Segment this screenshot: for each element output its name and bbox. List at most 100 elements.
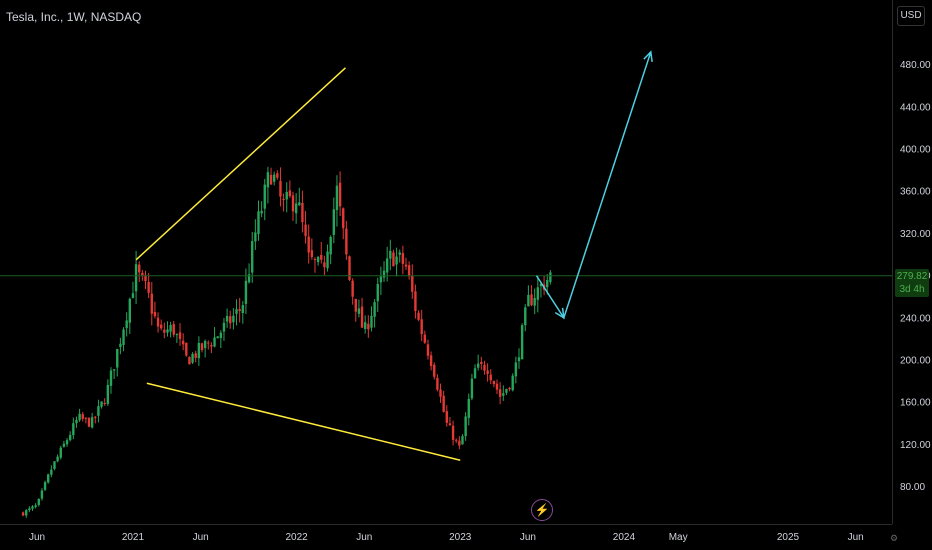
candle-body xyxy=(207,342,210,344)
candle-body xyxy=(185,342,188,356)
candle-body xyxy=(448,423,452,426)
candle-body xyxy=(128,298,132,323)
candle-body xyxy=(247,274,251,283)
candle-body xyxy=(175,334,179,336)
y-tick-label: 200.00 xyxy=(900,356,931,367)
projection-path xyxy=(535,51,652,320)
candle-body xyxy=(103,402,106,404)
bar-countdown: 3d 4h xyxy=(899,284,925,295)
candle-body xyxy=(376,283,379,302)
candle-body xyxy=(282,198,285,200)
candle-body xyxy=(379,276,383,283)
candle-body xyxy=(163,329,166,333)
candle-body xyxy=(62,443,66,447)
last-price-tag: 279.82 3d 4h xyxy=(895,269,929,297)
candle-body xyxy=(316,256,320,263)
candle-body xyxy=(269,174,273,185)
candle-body xyxy=(395,256,398,265)
candle-body xyxy=(530,294,533,306)
chart-title: Tesla, Inc., 1W, NASDAQ xyxy=(6,10,142,24)
candle-body xyxy=(50,469,53,475)
candle-body xyxy=(266,172,270,188)
candle-body xyxy=(458,440,461,446)
x-tick-label: 2021 xyxy=(122,532,145,543)
candle-body xyxy=(382,270,386,278)
candle-body xyxy=(326,251,329,269)
candle-body xyxy=(276,173,279,178)
candle-body xyxy=(508,387,511,390)
candle-body xyxy=(520,325,524,360)
candle-body xyxy=(533,298,536,306)
candle-body xyxy=(301,203,304,223)
candle-body xyxy=(351,280,354,297)
upper-trendline xyxy=(135,67,346,261)
drawings-group xyxy=(0,50,892,461)
candle-body xyxy=(197,342,201,359)
candle-body xyxy=(47,474,50,483)
x-tick-label: 2023 xyxy=(449,532,472,543)
candle-body xyxy=(53,461,56,469)
candle-body xyxy=(517,357,521,362)
candle-body xyxy=(191,353,194,363)
candle-body xyxy=(56,456,59,462)
candle-body xyxy=(122,329,125,345)
lightning-icon[interactable]: ⚡ xyxy=(531,499,553,521)
x-tick-label: May xyxy=(669,532,688,543)
y-tick-label: 320.00 xyxy=(900,229,931,240)
candle-body xyxy=(486,370,489,374)
candle-body xyxy=(307,236,310,253)
candle-body xyxy=(536,287,540,300)
x-tick-label: Jun xyxy=(356,532,372,543)
candle-body xyxy=(489,374,492,381)
candle-body xyxy=(181,340,185,345)
candle-body xyxy=(426,344,430,356)
candle-body xyxy=(429,355,433,367)
candle-body xyxy=(417,312,420,320)
candle-body xyxy=(90,417,94,428)
settings-icon[interactable]: ⚙ xyxy=(890,533,899,543)
candle-body xyxy=(166,329,169,333)
candle-body xyxy=(546,279,549,288)
currency-selector[interactable]: USD xyxy=(897,6,925,26)
candle-body xyxy=(109,370,113,386)
candle-body xyxy=(169,325,172,332)
x-tick-label: Jun xyxy=(29,532,45,543)
candle-body xyxy=(134,264,138,292)
candle-body xyxy=(225,315,229,322)
candle-body xyxy=(338,182,342,207)
candle-body xyxy=(21,512,25,516)
candle-body xyxy=(125,320,128,329)
candle-body xyxy=(78,413,81,421)
lower-trendline xyxy=(146,382,461,461)
candle-body xyxy=(332,209,336,235)
candle-body xyxy=(84,417,88,419)
candle-body xyxy=(188,357,191,365)
price-axis-divider xyxy=(892,0,893,524)
candle-body xyxy=(461,436,464,445)
candle-body xyxy=(116,349,119,368)
candle-body xyxy=(473,368,477,379)
candle-body xyxy=(411,276,414,292)
candle-body xyxy=(389,250,392,259)
y-tick-label: 400.00 xyxy=(900,145,931,156)
candle-body xyxy=(414,291,417,312)
candle-body xyxy=(294,203,298,214)
candle-body xyxy=(210,345,213,347)
candle-body xyxy=(112,369,116,371)
candle-body xyxy=(257,211,260,234)
candle-body xyxy=(445,411,448,423)
x-tick-label: Jun xyxy=(848,532,864,543)
candles-group xyxy=(21,166,552,518)
candle-body xyxy=(235,309,238,314)
candle-body xyxy=(476,363,480,368)
candle-body xyxy=(357,308,361,314)
y-tick-label: 360.00 xyxy=(900,187,931,198)
candle-body xyxy=(106,384,110,404)
candle-body xyxy=(97,406,100,416)
candle-body xyxy=(144,275,147,282)
x-tick-label: 2024 xyxy=(613,532,636,543)
candle-body xyxy=(219,332,223,339)
candle-body xyxy=(404,264,408,267)
candle-body xyxy=(470,378,474,399)
